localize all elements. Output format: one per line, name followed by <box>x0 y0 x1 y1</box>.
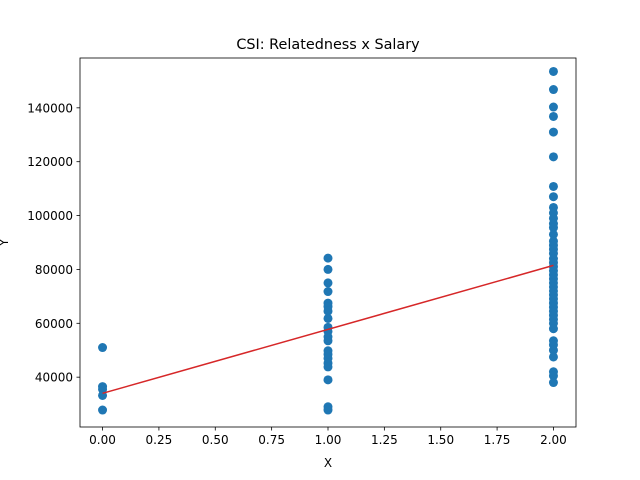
scatter-point <box>323 313 333 323</box>
y-tick-label: 60000 <box>35 317 73 331</box>
scatter-point <box>98 343 108 353</box>
scatter-point <box>98 405 108 415</box>
scatter-point <box>323 306 333 316</box>
scatter-point <box>323 264 333 274</box>
scatter-point <box>323 375 333 385</box>
scatter-point <box>548 66 558 76</box>
scatter-point <box>548 223 558 233</box>
scatter-point <box>548 192 558 202</box>
x-axis: 0.00 0.25 0.50 0.75 1.00 1.25 1.50 1.75 2.00 <box>89 427 567 447</box>
y-axis-title: Y <box>0 238 11 247</box>
y-tick-label: 140000 <box>27 101 73 115</box>
x-tick-label: 0.00 <box>89 433 116 447</box>
x-tick-label: 2.00 <box>540 433 567 447</box>
scatter-point <box>548 127 558 137</box>
y-tick-label: 40000 <box>35 371 73 385</box>
x-tick-label: 0.25 <box>146 433 173 447</box>
scatter-point <box>323 405 333 415</box>
scatter-point <box>548 352 558 362</box>
scatter-point <box>323 336 333 346</box>
scatter-point <box>548 345 558 355</box>
x-tick-label: 1.25 <box>371 433 398 447</box>
scatter-point <box>548 85 558 95</box>
x-tick-label: 1.50 <box>427 433 454 447</box>
scatter-point <box>548 111 558 121</box>
scatter-point <box>548 152 558 162</box>
scatter-point <box>323 278 333 288</box>
y-tick-label: 100000 <box>27 209 73 223</box>
regression-series <box>102 264 554 395</box>
y-tick-label: 120000 <box>27 155 73 169</box>
scatter-point <box>323 362 333 372</box>
scatter-point <box>98 384 108 394</box>
scatter-point <box>548 102 558 112</box>
scatter-point <box>548 378 558 388</box>
scatter-point <box>548 371 558 381</box>
x-axis-title: X <box>324 456 332 470</box>
regression-line <box>102 264 554 395</box>
chart-title: CSI: Relatedness x Salary <box>236 37 420 53</box>
scatter-point <box>548 181 558 191</box>
y-axis: 40000 60000 80000 100000 120000 140000 <box>27 101 80 385</box>
scatter-point <box>323 253 333 263</box>
scatter-point <box>548 324 558 334</box>
scatter-point <box>323 287 333 297</box>
x-tick-label: 0.50 <box>202 433 229 447</box>
scatter-point <box>548 229 558 239</box>
x-tick-label: 1.00 <box>315 433 342 447</box>
x-tick-label: 1.75 <box>484 433 511 447</box>
y-tick-label: 80000 <box>35 263 73 277</box>
x-tick-label: 0.75 <box>258 433 285 447</box>
